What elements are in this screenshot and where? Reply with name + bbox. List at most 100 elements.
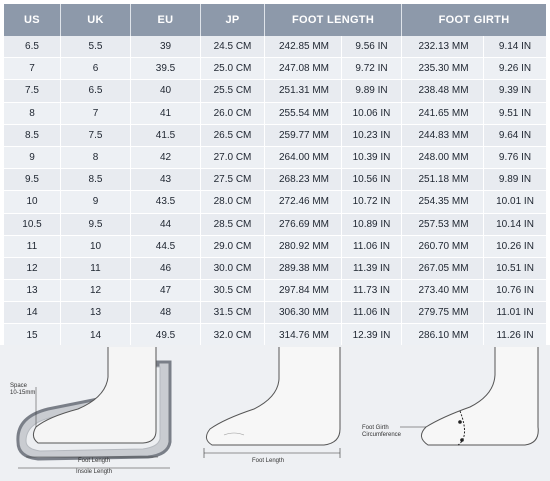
cell-girth-in: 11.01 IN — [484, 302, 547, 325]
cell-eu: 42 — [131, 146, 201, 170]
cell-len-mm: 255.54 MM — [265, 102, 342, 125]
cell-jp: 27.0 CM — [201, 146, 265, 170]
cell-uk: 7 — [61, 102, 131, 125]
cell-us: 7.5 — [4, 80, 61, 103]
cell-len-mm: 264.00 MM — [265, 146, 342, 170]
cell-jp: 27.5 CM — [201, 169, 265, 192]
cell-uk: 10 — [61, 235, 131, 258]
cell-eu: 40 — [131, 80, 201, 103]
cell-uk: 13 — [61, 302, 131, 325]
insole-diagram: Space 10-15mm Foot Length Insole Length — [8, 347, 178, 481]
cell-girth-mm: 232.13 MM — [402, 36, 485, 59]
cell-eu: 39 — [131, 36, 201, 59]
cell-jp: 28.0 CM — [201, 191, 265, 214]
cell-len-mm: 297.84 MM — [265, 280, 342, 303]
insole-length-label: Insole Length — [76, 469, 113, 475]
cell-len-mm: 259.77 MM — [265, 124, 342, 147]
cell-jp: 24.5 CM — [201, 36, 265, 59]
cell-girth-mm: 241.65 MM — [402, 102, 485, 125]
foot-length-label-2: Foot Length — [252, 458, 285, 464]
cell-girth-mm: 267.05 MM — [402, 257, 485, 281]
cell-girth-in: 9.39 IN — [484, 80, 547, 103]
measurement-diagrams: Space 10-15mm Foot Length Insole Length … — [0, 345, 550, 481]
cell-len-in: 11.39 IN — [342, 257, 403, 281]
cell-len-in: 10.72 IN — [342, 191, 403, 214]
cell-len-mm: 272.46 MM — [265, 191, 342, 214]
insole-foot-illustration — [8, 347, 178, 481]
cell-uk: 5.5 — [61, 36, 131, 59]
cell-us: 11 — [4, 235, 61, 258]
cell-eu: 46 — [131, 257, 201, 281]
cell-eu: 44 — [131, 213, 201, 236]
cell-us: 14 — [4, 302, 61, 325]
cell-us: 13 — [4, 280, 61, 303]
cell-jp: 29.0 CM — [201, 235, 265, 258]
cell-jp: 26.0 CM — [201, 102, 265, 125]
cell-len-mm: 289.38 MM — [265, 257, 342, 281]
cell-len-mm: 268.23 MM — [265, 169, 342, 192]
cell-girth-in: 10.76 IN — [484, 280, 547, 303]
size-chart: US UK EU JP FOOT LENGTH FOOT GIRTH 6.5 5.… — [4, 4, 547, 347]
cell-uk: 9 — [61, 191, 131, 214]
table-row: 14 13 48 31.5 CM 306.30 MM 11.06 IN 279.75 MM 1… — [4, 302, 547, 325]
cell-len-mm: 247.08 MM — [265, 58, 342, 81]
cell-jp: 32.0 CM — [201, 324, 265, 347]
cell-girth-mm: 257.53 MM — [402, 213, 485, 236]
cell-jp: 30.5 CM — [201, 280, 265, 303]
cell-girth-in: 9.51 IN — [484, 102, 547, 125]
cell-len-in: 11.73 IN — [342, 280, 403, 303]
cell-girth-mm: 260.70 MM — [402, 235, 485, 258]
cell-uk: 8 — [61, 146, 131, 170]
space-label: Space 10-15mm — [10, 383, 36, 396]
cell-us: 8 — [4, 102, 61, 125]
cell-girth-in: 9.76 IN — [484, 146, 547, 170]
cell-len-in: 11.06 IN — [342, 302, 403, 325]
cell-jp: 25.0 CM — [201, 58, 265, 81]
table-row: 8 7 41 26.0 CM 255.54 MM 10.06 IN 241.65 MM 9.5… — [4, 102, 547, 125]
cell-jp: 26.5 CM — [201, 124, 265, 147]
cell-uk: 6 — [61, 58, 131, 81]
cell-girth-in: 10.51 IN — [484, 257, 547, 281]
cell-us: 12 — [4, 257, 61, 281]
cell-girth-in: 10.14 IN — [484, 213, 547, 236]
table-row: 6.5 5.5 39 24.5 CM 242.85 MM 9.56 IN 232.13 MM… — [4, 36, 547, 59]
cell-girth-mm: 279.75 MM — [402, 302, 485, 325]
table-row: 15 14 49.5 32.0 CM 314.76 MM 12.39 IN 286.10 M… — [4, 324, 547, 347]
table-row: 7 6 39.5 25.0 CM 247.08 MM 9.72 IN 235.30 MM 9.… — [4, 58, 547, 81]
cell-len-in: 10.89 IN — [342, 213, 403, 236]
table-row: 10.5 9.5 44 28.5 CM 276.69 MM 10.89 IN 257.53 … — [4, 213, 547, 236]
cell-girth-mm: 244.83 MM — [402, 124, 485, 147]
cell-girth-mm: 238.48 MM — [402, 80, 485, 103]
cell-eu: 49.5 — [131, 324, 201, 347]
cell-eu: 41.5 — [131, 124, 201, 147]
cell-girth-mm: 286.10 MM — [402, 324, 485, 347]
cell-jp: 30.0 CM — [201, 257, 265, 281]
cell-len-mm: 280.92 MM — [265, 235, 342, 258]
cell-eu: 39.5 — [131, 58, 201, 81]
cell-girth-in: 11.26 IN — [484, 324, 547, 347]
cell-girth-mm: 251.18 MM — [402, 169, 485, 192]
table-row: 9.5 8.5 43 27.5 CM 268.23 MM 10.56 IN 251.18 M… — [4, 169, 547, 192]
cell-girth-mm: 235.30 MM — [402, 58, 485, 81]
cell-eu: 44.5 — [131, 235, 201, 258]
cell-us: 15 — [4, 324, 61, 347]
header-eu: EU — [131, 4, 201, 36]
cell-len-in: 9.56 IN — [342, 36, 403, 59]
cell-eu: 48 — [131, 302, 201, 325]
table-row: 10 9 43.5 28.0 CM 272.46 MM 10.72 IN 254.35 MM… — [4, 191, 547, 214]
cell-us: 7 — [4, 58, 61, 81]
cell-len-in: 10.56 IN — [342, 169, 403, 192]
cell-jp: 25.5 CM — [201, 80, 265, 103]
cell-eu: 43 — [131, 169, 201, 192]
cell-girth-mm: 273.40 MM — [402, 280, 485, 303]
cell-girth-in: 9.89 IN — [484, 169, 547, 192]
side-foot-illustration — [203, 347, 341, 458]
cell-uk: 9.5 — [61, 213, 131, 236]
cell-len-mm: 251.31 MM — [265, 80, 342, 103]
header-row: US UK EU JP FOOT LENGTH FOOT GIRTH — [4, 4, 547, 36]
table-row: 7.5 6.5 40 25.5 CM 251.31 MM 9.89 IN 238.48 MM… — [4, 80, 547, 103]
header-us: US — [4, 4, 61, 36]
cell-girth-in: 10.26 IN — [484, 235, 547, 258]
cell-uk: 7.5 — [61, 124, 131, 147]
cell-len-in: 10.23 IN — [342, 124, 403, 147]
